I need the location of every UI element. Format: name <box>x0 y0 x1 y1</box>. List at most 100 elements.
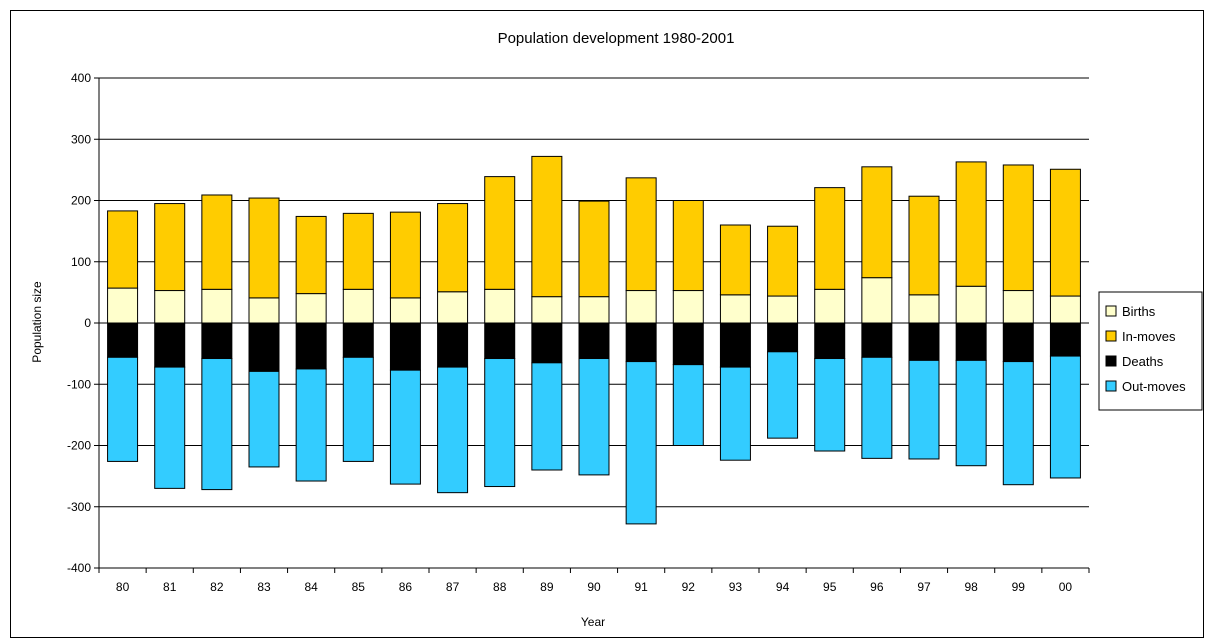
x-tick-label: 88 <box>493 580 507 594</box>
bar-out-moves-95 <box>814 358 846 452</box>
bar-births-95 <box>814 288 846 324</box>
x-tick-label: 96 <box>870 580 884 594</box>
bar-in-moves-96 <box>861 166 893 279</box>
legend-label: Deaths <box>1122 354 1164 369</box>
bar-in-moves-89 <box>531 155 563 298</box>
legend-swatch <box>1105 380 1117 392</box>
bar-births-89 <box>531 296 563 324</box>
x-tick-label: 83 <box>257 580 271 594</box>
y-tick-label: 200 <box>71 194 91 208</box>
chart-title: Population development 1980-2001 <box>498 30 735 47</box>
bar-deaths-90 <box>578 322 610 360</box>
bar-births-86 <box>389 297 421 324</box>
bar-deaths-91 <box>625 322 657 363</box>
bar-in-moves-88 <box>484 176 516 290</box>
bar-births-85 <box>342 288 374 324</box>
bar-deaths-84 <box>295 322 327 370</box>
y-tick-label: -200 <box>67 439 91 453</box>
bar-deaths-95 <box>814 322 846 360</box>
bar-out-moves-00 <box>1049 355 1081 479</box>
bar-births-94 <box>767 295 799 324</box>
bar-out-moves-81 <box>154 366 186 489</box>
bar-deaths-85 <box>342 322 374 358</box>
bar-births-90 <box>578 296 610 324</box>
x-tick-label: 82 <box>210 580 224 594</box>
y-tick-label: -100 <box>67 377 91 391</box>
bar-births-82 <box>201 288 233 324</box>
bar-in-moves-90 <box>578 200 610 298</box>
bar-in-moves-83 <box>248 197 280 299</box>
x-tick-labels: 80 81 82 83 84 85 86 87 88 89 90 91 92 93 94 95 96 97 98 99… <box>116 580 1073 594</box>
bar-births-88 <box>484 288 516 324</box>
bar-deaths-88 <box>484 322 516 360</box>
bar-births-00 <box>1049 295 1081 324</box>
bar-births-81 <box>154 290 186 324</box>
bar-births-84 <box>295 293 327 324</box>
bar-births-91 <box>625 290 657 324</box>
bar-deaths-97 <box>908 322 940 361</box>
bar-in-moves-97 <box>908 195 940 296</box>
bar-deaths-81 <box>154 322 186 368</box>
bar-out-moves-82 <box>201 358 233 491</box>
bar-in-moves-99 <box>1002 164 1034 292</box>
bars <box>107 155 1081 525</box>
legend-swatch <box>1105 355 1117 367</box>
bar-in-moves-82 <box>201 194 233 290</box>
x-tick-label: 84 <box>304 580 318 594</box>
bar-out-moves-96 <box>861 356 893 459</box>
population-chart: Population development 1980-2001 400 300 2… <box>30 30 1203 629</box>
x-tick-label: 97 <box>917 580 931 594</box>
x-tick-label: 86 <box>399 580 413 594</box>
chart-frame: Population development 1980-2001 400 300 2… <box>10 10 1204 638</box>
bar-deaths-96 <box>861 322 893 358</box>
x-tick-label: 89 <box>540 580 554 594</box>
x-tick-label: 91 <box>634 580 648 594</box>
legend-label: Out-moves <box>1122 379 1186 394</box>
bar-births-92 <box>672 290 704 324</box>
x-tick-label: 99 <box>1012 580 1026 594</box>
bar-out-moves-92 <box>672 364 704 446</box>
y-axis-label: Population size <box>30 281 44 363</box>
bar-births-96 <box>861 277 893 324</box>
bar-in-moves-93 <box>719 224 751 296</box>
legend-swatch <box>1105 330 1117 342</box>
bar-deaths-86 <box>389 322 421 371</box>
bar-out-moves-99 <box>1002 361 1034 486</box>
bar-deaths-89 <box>531 322 563 364</box>
bar-out-moves-91 <box>625 361 657 525</box>
x-tick-label: 00 <box>1059 580 1073 594</box>
x-tick-label: 95 <box>823 580 837 594</box>
bar-out-moves-87 <box>437 366 469 494</box>
y-tick-label: 400 <box>71 71 91 85</box>
bar-deaths-00 <box>1049 322 1081 357</box>
bar-births-99 <box>1002 290 1034 324</box>
bar-in-moves-80 <box>107 210 139 289</box>
bar-in-moves-94 <box>767 225 799 297</box>
bar-births-93 <box>719 294 751 324</box>
bar-in-moves-95 <box>814 187 846 290</box>
legend-swatch <box>1105 305 1117 317</box>
x-tick-label: 90 <box>587 580 601 594</box>
x-tick-label: 92 <box>682 580 696 594</box>
legend-label: Births <box>1122 304 1156 319</box>
x-tick-label: 85 <box>352 580 366 594</box>
legend: Births In-moves Deaths Out-moves <box>1098 291 1203 411</box>
bar-in-moves-91 <box>625 177 657 292</box>
bar-deaths-80 <box>107 322 139 358</box>
bar-out-moves-86 <box>389 369 421 485</box>
bar-in-moves-00 <box>1049 168 1081 297</box>
bar-out-moves-93 <box>719 366 751 461</box>
bar-out-moves-98 <box>955 359 987 467</box>
bar-deaths-94 <box>767 322 799 353</box>
bar-deaths-82 <box>201 322 233 360</box>
y-tick-label: 0 <box>84 316 91 330</box>
bar-deaths-99 <box>1002 322 1034 363</box>
bar-out-moves-97 <box>908 359 940 460</box>
x-tick-label: 80 <box>116 580 130 594</box>
x-tick-label: 93 <box>729 580 743 594</box>
bar-out-moves-94 <box>767 351 799 439</box>
bar-out-moves-88 <box>484 358 516 488</box>
y-tick-label: 300 <box>71 132 91 146</box>
bar-deaths-87 <box>437 322 469 368</box>
x-tick-label: 98 <box>964 580 978 594</box>
